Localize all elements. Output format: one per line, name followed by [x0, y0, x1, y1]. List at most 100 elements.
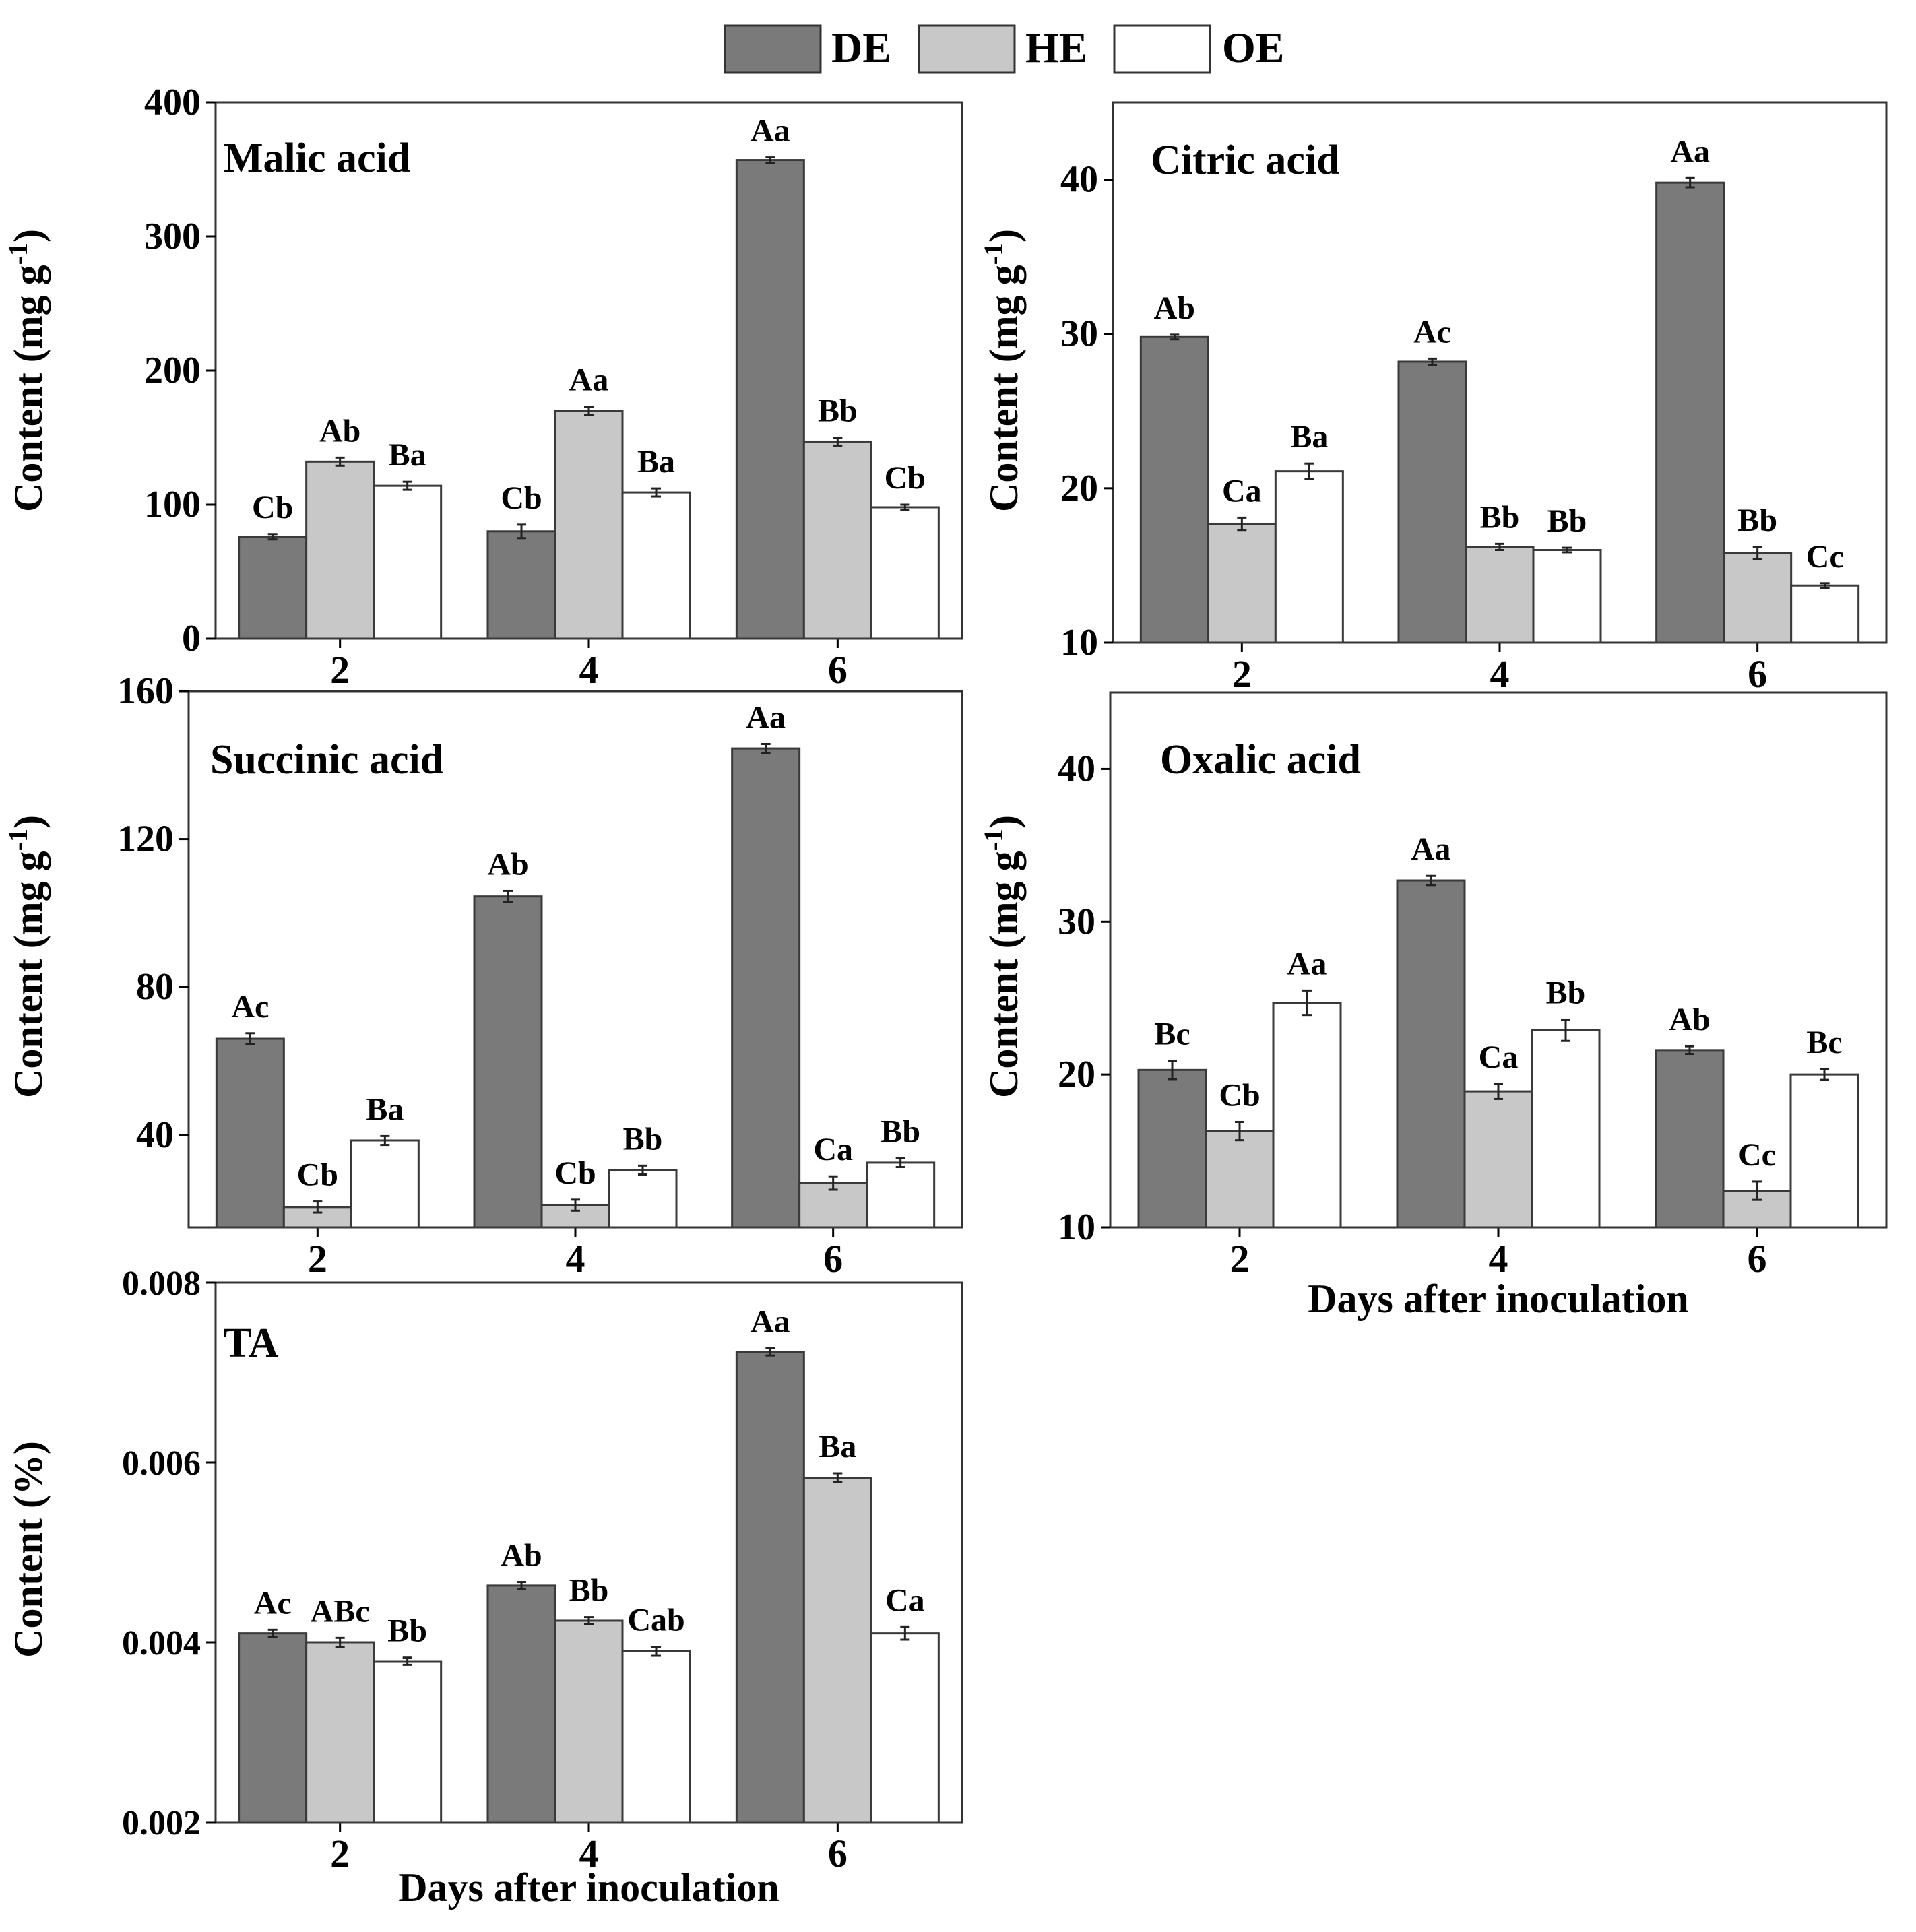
bar-de [486, 1584, 556, 1824]
x-tick-label: 6 [1748, 652, 1767, 696]
legend: DE HE OE [724, 24, 1284, 74]
y-axis-label-sup: -1 [3, 829, 33, 851]
x-tick-label: 2 [1232, 652, 1252, 696]
significance-label: Cb [501, 480, 542, 516]
x-axis-label: Days after inoculation [398, 1865, 779, 1910]
panel-title: Succinic acid [210, 737, 443, 783]
significance-label: Ca [813, 1132, 853, 1167]
y-tick-label: 30 [1060, 313, 1098, 355]
bar-he [1465, 546, 1535, 644]
bar-oe [1532, 549, 1602, 644]
y-tick-label: 0.006 [122, 1444, 201, 1483]
bar-de [1655, 1049, 1725, 1229]
y-tick-label: 120 [117, 818, 174, 860]
y-axis-label-close: ) [6, 815, 51, 829]
significance-label: Bb [1480, 499, 1520, 535]
significance-label: Bc [1154, 1017, 1190, 1052]
significance-label: Bb [387, 1613, 427, 1649]
y-axis-label-close: ) [6, 229, 51, 243]
significance-label: Bb [569, 1573, 609, 1609]
significance-label: Cb [554, 1155, 596, 1191]
y-axis-label-main: Content (%) [6, 1441, 51, 1658]
significance-label: Aa [569, 362, 609, 398]
legend-label-he: HE [1025, 24, 1087, 71]
x-tick-label: 2 [308, 1237, 327, 1281]
bar-oe [373, 1660, 443, 1824]
bar-de [1397, 360, 1467, 644]
panel-title: Citric acid [1151, 137, 1340, 183]
bar-de [1139, 335, 1209, 644]
y-axis-label: Content (%) [6, 1441, 51, 1658]
bar-de [1655, 181, 1725, 644]
y-tick-label: 400 [144, 82, 201, 123]
significance-label: Ab [501, 1538, 542, 1574]
significance-label: Ac [231, 989, 269, 1025]
significance-label: Aa [751, 1303, 790, 1339]
y-tick-label: 200 [144, 350, 201, 391]
bar-de [735, 1351, 805, 1824]
bar-he [1205, 1130, 1275, 1229]
significance-label: Ba [389, 437, 426, 473]
bar-oe [1274, 470, 1344, 644]
significance-label: Ab [1669, 1002, 1710, 1037]
bar-oe [866, 1161, 936, 1229]
significance-label: Aa [1411, 831, 1451, 867]
y-axis-label: Content (mg g-1) [3, 229, 51, 512]
y-axis-label: Content (mg g-1) [978, 229, 1026, 512]
significance-label: Ca [885, 1582, 925, 1618]
panel-ta: TA 0.002 0.004 0.006 0.008 Content (%) 2 Ac ABc B… [6, 1264, 963, 1910]
panel-title: TA [224, 1320, 279, 1366]
x-axis-label: Days after inoculation [1308, 1277, 1689, 1321]
legend-swatch-he [918, 24, 1016, 74]
significance-label: Bb [623, 1121, 663, 1157]
significance-label: ABc [311, 1593, 370, 1629]
bar-he [554, 410, 624, 640]
significance-label: Ab [319, 413, 360, 449]
x-tick-label: 4 [1490, 652, 1510, 696]
significance-label: Cb [1219, 1077, 1260, 1113]
bar-oe [621, 1650, 691, 1824]
bar-de [731, 747, 801, 1229]
bar-oe [621, 491, 691, 640]
y-axis-label: Content (mg g-1) [978, 815, 1026, 1098]
y-axis-label-main: Content (mg g [6, 265, 51, 512]
y-axis-label-sup: -1 [978, 829, 1009, 851]
y-tick-label: 0.008 [122, 1264, 201, 1303]
y-tick-label: 80 [136, 966, 174, 1008]
y-tick-label: 40 [1058, 748, 1095, 790]
legend-swatch-de [724, 24, 822, 74]
bar-de [1396, 879, 1466, 1229]
bar-oe [350, 1139, 420, 1229]
panel-oxalic: Oxalic acid 10 20 30 40 Content (mg g-1) 2 Bc Cb… [978, 691, 1888, 1321]
bar-he [1723, 552, 1793, 644]
significance-label: Cc [1738, 1137, 1776, 1173]
x-tick-label: 6 [828, 648, 848, 692]
bar-oe [373, 484, 443, 640]
bar-oe [1272, 1002, 1342, 1229]
x-tick-label: 2 [330, 1832, 350, 1875]
y-tick-label: 20 [1060, 468, 1098, 509]
bar-de [735, 159, 805, 640]
y-tick-label: 300 [144, 216, 201, 257]
y-axis-label: Content (mg g-1) [3, 815, 51, 1098]
panel-citric: Citric acid 10 20 30 40 Content (mg g-1) 2 Ab Ca… [978, 101, 1888, 696]
significance-label: Ac [1413, 314, 1451, 350]
y-tick-label: 30 [1058, 901, 1095, 942]
y-axis-label-close: ) [982, 815, 1026, 829]
bar-de [238, 1632, 308, 1824]
significance-label: Cb [297, 1157, 338, 1193]
x-tick-label: 2 [1230, 1237, 1250, 1281]
legend-label-de: DE [831, 24, 891, 71]
significance-label: Ba [1290, 419, 1328, 455]
panel-malic: Malic acid 0 100 200 300 400 Content (mg g-1) 2… [3, 82, 963, 692]
significance-label: Ab [487, 846, 528, 882]
significance-label: Ba [366, 1091, 404, 1127]
significance-label: Aa [751, 113, 790, 149]
significance-label: Aa [1287, 946, 1327, 981]
x-tick-label: 6 [828, 1832, 848, 1875]
significance-label: Ba [637, 444, 675, 480]
x-tick-label: 4 [579, 648, 599, 692]
bar-he [802, 440, 872, 640]
legend-swatch-oe [1113, 24, 1211, 74]
